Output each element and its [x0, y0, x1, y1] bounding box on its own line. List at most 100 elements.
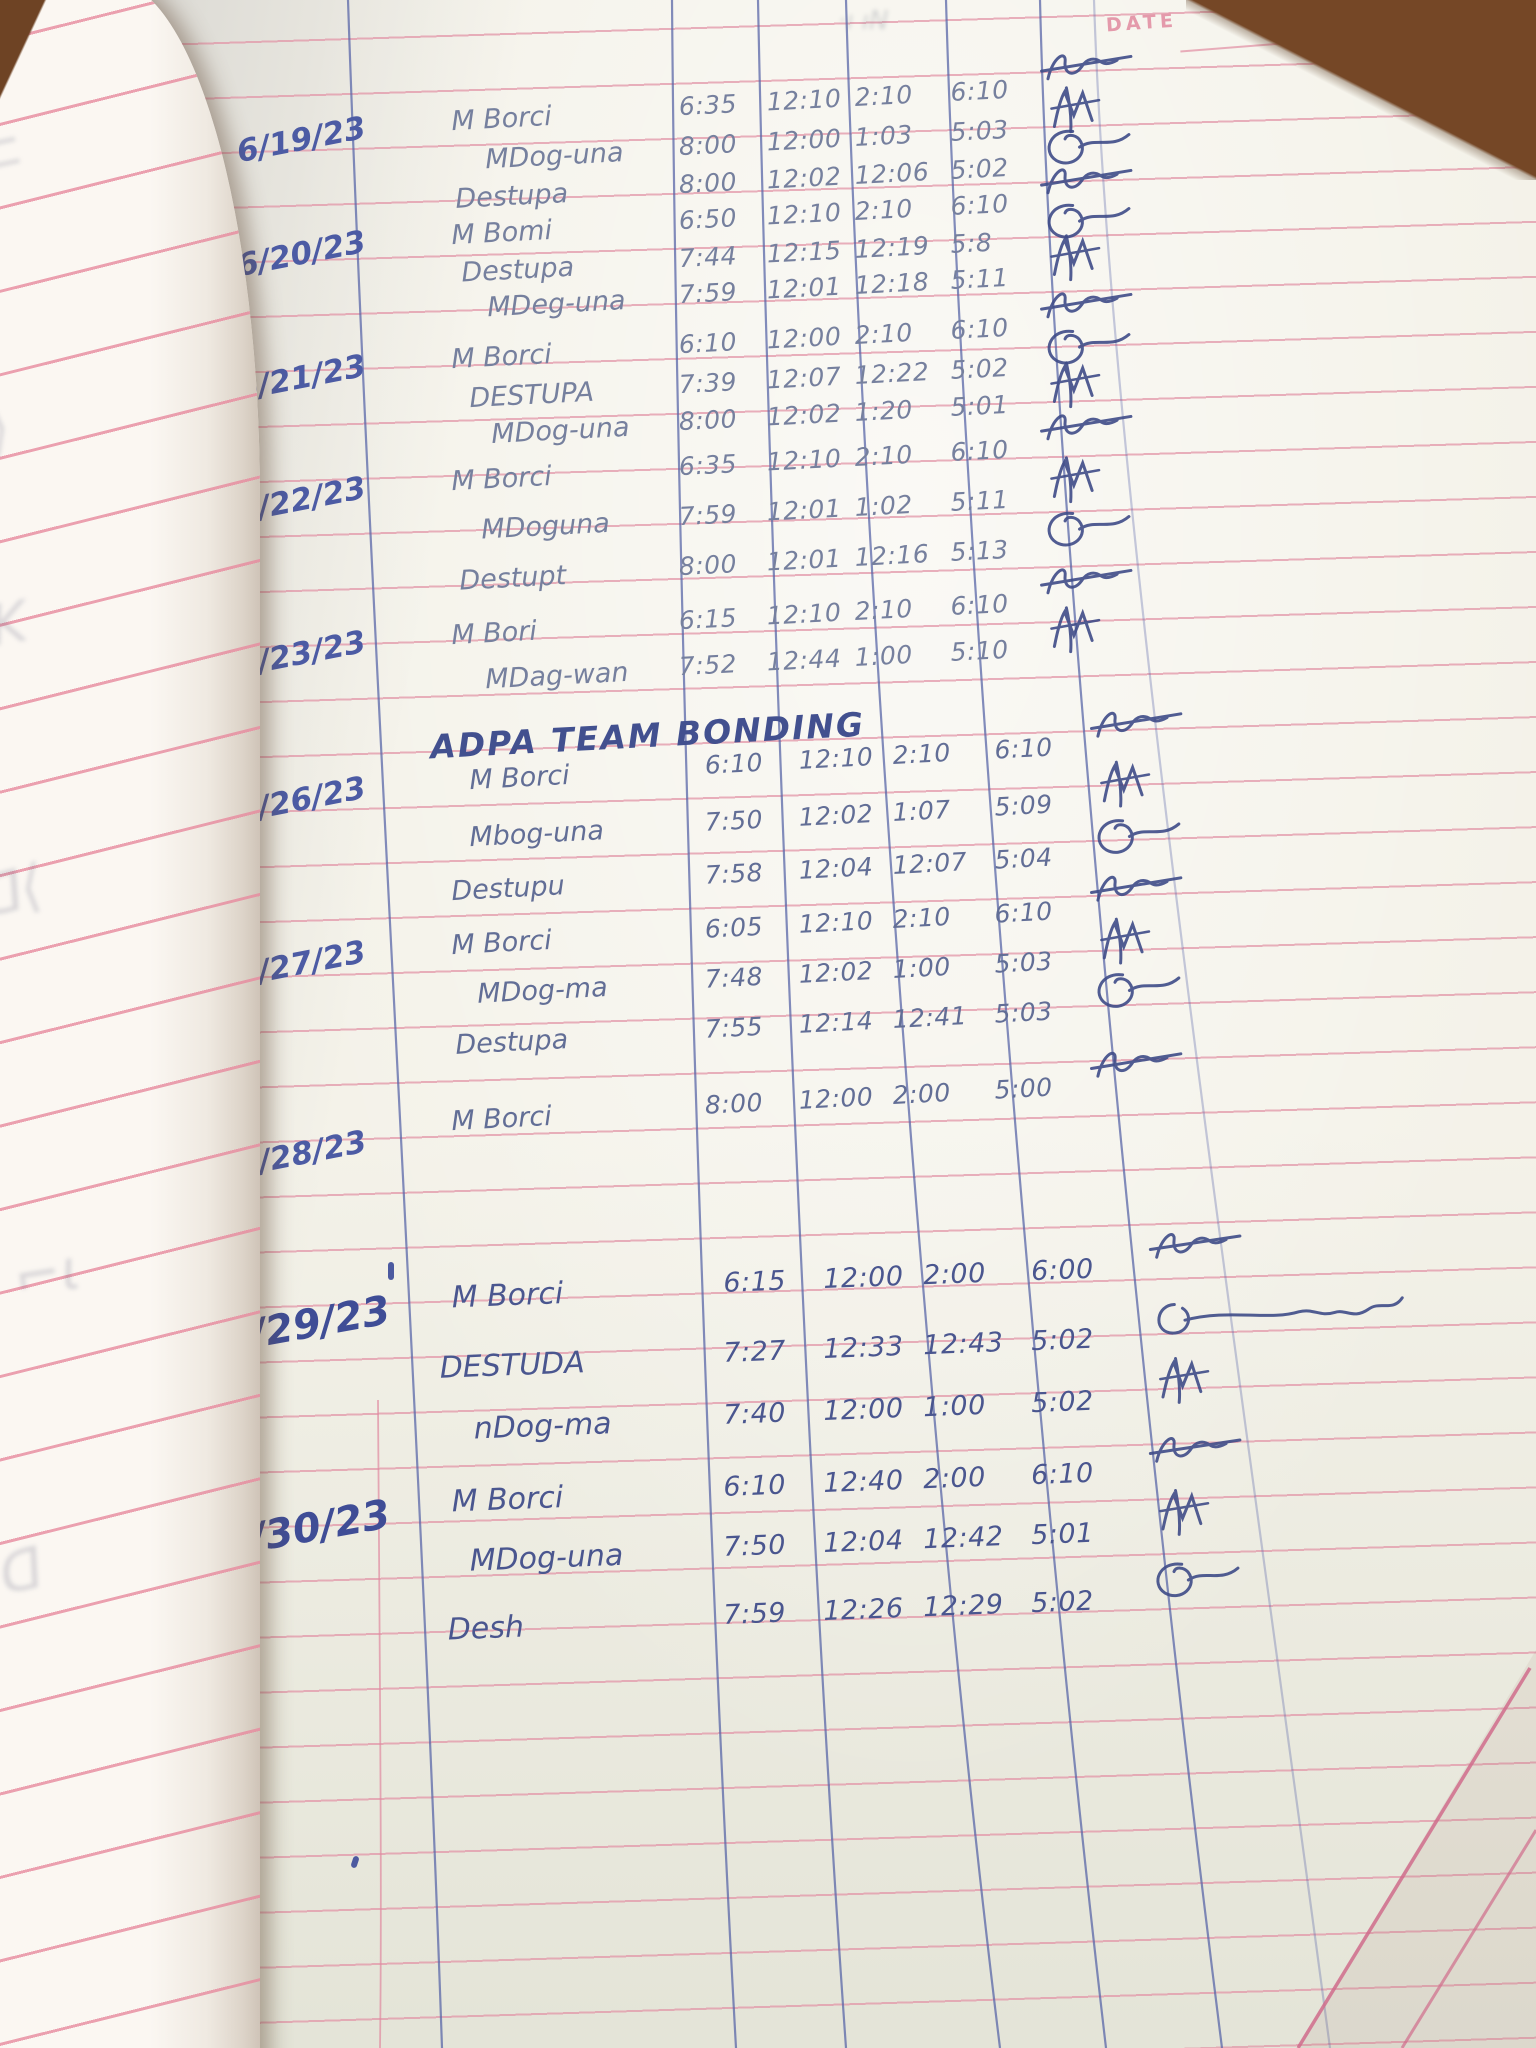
bleed-through-mark: ⌐ι [9, 1237, 85, 1312]
time-in-am: 7:50 [704, 804, 764, 837]
time-out-pm: 5:01 [949, 389, 1010, 422]
time-out-noon: 12:10 [766, 597, 843, 631]
time-out-pm: 5:11 [949, 484, 1010, 517]
log-name: M Borci [450, 338, 553, 376]
signature-mb-icon [1086, 864, 1188, 917]
time-in-pm: 1:00 [891, 951, 952, 984]
time-in-am: 7:40 [722, 1397, 787, 1431]
column-lines [346, 0, 1536, 2048]
time-in-am: 7:59 [722, 1597, 787, 1631]
time-in-am: 7:59 [678, 499, 738, 532]
log-name: MDoguna [480, 507, 611, 546]
time-out-pm: 5:00 [993, 1072, 1054, 1105]
log-name: Mbog-una [468, 815, 605, 854]
table-surface-corner [0, 0, 70, 100]
pencil-smudge: ·ı ıN [838, 6, 889, 36]
time-in-pm: 12:42 [922, 1521, 1005, 1556]
time-out-noon: 12:02 [766, 398, 843, 432]
log-name: M Borci [451, 1276, 564, 1316]
time-out-noon: 12:02 [798, 799, 874, 832]
time-in-am: 8:00 [704, 1087, 764, 1120]
time-out-pm: 6:10 [993, 896, 1054, 929]
time-out-pm: 5:02 [949, 152, 1010, 185]
time-out-noon: 12:14 [798, 1006, 874, 1039]
corner-fold-edge2 [1400, 1829, 1536, 2048]
time-in-pm: 12:29 [922, 1589, 1005, 1624]
time-in-am: 7:44 [678, 241, 738, 274]
time-in-pm: 12:22 [853, 357, 930, 390]
time-in-am: 7:50 [722, 1529, 787, 1563]
time-out-pm: 5:02 [1030, 1323, 1095, 1358]
time-out-pm: 6:10 [949, 188, 1010, 221]
time-in-pm: 1:07 [891, 794, 952, 827]
time-in-pm: 2:00 [922, 1461, 987, 1496]
log-name: MDog-ma [476, 971, 609, 1010]
time-in-pm: 2:10 [853, 593, 914, 626]
red-margin-line [377, 1399, 382, 2048]
log-name: M Borci [450, 1100, 553, 1138]
time-out-noon: 12:10 [766, 443, 843, 477]
time-in-am: 7:59 [678, 277, 738, 310]
time-out-noon: 12:10 [766, 83, 843, 117]
time-out-noon: 12:40 [822, 1464, 905, 1500]
log-name: DESTUPA [468, 376, 595, 415]
time-out-noon: 12:00 [766, 123, 843, 157]
signature-des-icon [1086, 964, 1188, 1017]
time-out-pm: 5:11 [949, 262, 1010, 295]
log-name: Destupt [458, 560, 567, 597]
log-name: MDog-una [469, 1537, 624, 1579]
signature-mb-icon [1145, 1426, 1247, 1478]
time-out-noon: 12:01 [766, 543, 843, 577]
log-name: Destupu [450, 870, 566, 908]
time-in-pm: 2:10 [891, 901, 952, 934]
time-in-am: 8:00 [678, 404, 738, 437]
time-in-am: 6:05 [704, 911, 764, 944]
time-out-pm: 5:01 [1030, 1517, 1095, 1552]
time-in-pm: 2:10 [891, 737, 952, 770]
ink-mark [388, 1262, 394, 1280]
time-in-am: 6:10 [704, 747, 764, 780]
time-out-noon: 12:00 [766, 321, 843, 355]
left-stack-ruled-lines [0, 0, 260, 2048]
time-in-pm: 12:41 [891, 1001, 968, 1034]
time-in-am: 6:15 [678, 603, 738, 636]
signature-mb-icon [1036, 402, 1138, 455]
time-in-am: 6:35 [678, 449, 738, 482]
time-out-noon: 12:00 [822, 1260, 905, 1296]
time-in-am: 8:00 [678, 549, 738, 582]
time-in-pm: 12:19 [853, 231, 930, 264]
log-name: M Borci [450, 100, 553, 138]
table-surface-corner [1186, 0, 1536, 180]
time-out-pm: 5:03 [993, 946, 1054, 979]
time-in-pm: 2:10 [853, 79, 914, 112]
signature-des-icon [1036, 502, 1138, 555]
log-name: MDog-una [490, 411, 631, 450]
log-name: MDog-una [484, 137, 625, 176]
time-out-pm: 5:03 [993, 996, 1054, 1029]
time-out-noon: 12:10 [766, 197, 843, 231]
time-out-pm: 5:04 [993, 842, 1054, 875]
signature-mb-icon [1086, 700, 1188, 753]
time-out-noon: 12:33 [822, 1330, 905, 1366]
time-in-am: 8:00 [678, 129, 738, 162]
time-out-pm: 5:09 [993, 789, 1054, 822]
time-out-noon: 12:07 [766, 361, 843, 395]
time-in-pm: 12:43 [922, 1327, 1005, 1362]
time-in-am: 6:10 [722, 1469, 787, 1503]
log-name: M Bori [450, 615, 538, 652]
time-in-pm: 12:07 [891, 847, 968, 880]
time-in-pm: 1:02 [853, 489, 914, 522]
time-in-pm: 2:10 [853, 193, 914, 226]
log-name: nDog-ma [473, 1406, 613, 1447]
signature-md-icon [1145, 1354, 1247, 1406]
time-out-noon: 12:44 [766, 643, 843, 677]
log-name: Destupa [454, 1023, 569, 1061]
time-in-pm: 1:00 [922, 1389, 987, 1424]
time-in-pm: 12:16 [853, 539, 930, 572]
time-out-noon: 12:01 [766, 493, 843, 527]
time-out-noon: 12:00 [798, 1082, 874, 1115]
time-in-am: 7:27 [722, 1335, 787, 1369]
time-out-pm: 6:10 [993, 732, 1054, 765]
